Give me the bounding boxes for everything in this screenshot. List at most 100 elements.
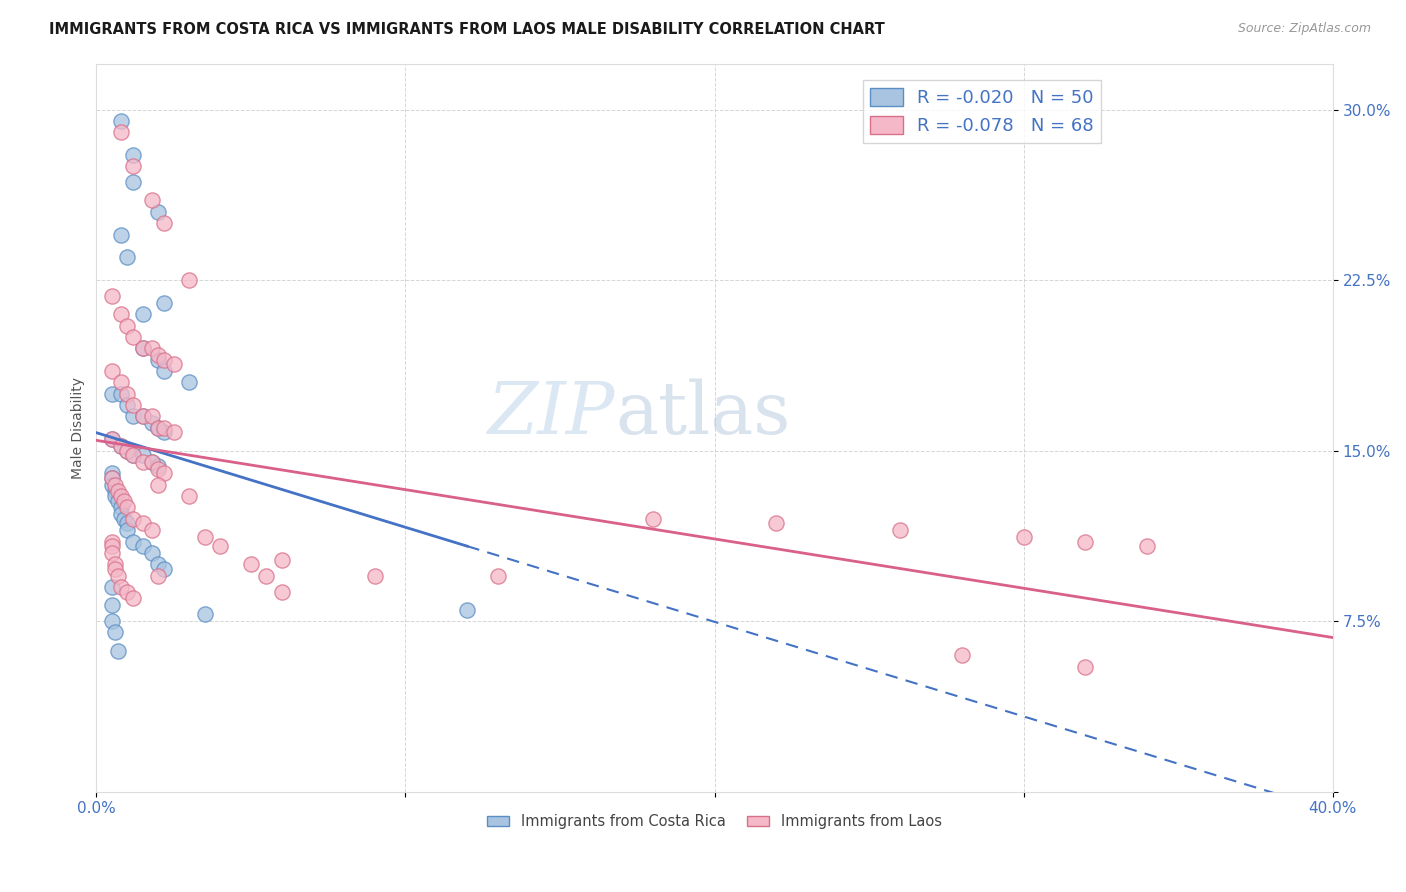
Point (122, 148, 145, 162)
Point (104, 477, 127, 491)
Point (107, 643, 129, 657)
Point (101, 467, 124, 481)
Point (132, 539, 155, 553)
Point (146, 459, 169, 474)
Point (950, 648, 973, 663)
Point (146, 352, 169, 367)
Point (101, 471, 124, 485)
Point (132, 448, 155, 462)
Text: Source: ZipAtlas.com: Source: ZipAtlas.com (1237, 22, 1371, 36)
Point (117, 584, 139, 599)
Point (132, 341, 155, 355)
Point (177, 489, 200, 503)
Point (162, 357, 184, 371)
Point (153, 364, 176, 378)
Point (117, 500, 139, 515)
Point (101, 289, 124, 303)
Point (765, 516, 787, 531)
Point (153, 562, 176, 576)
Point (122, 512, 145, 526)
Point (101, 471, 124, 485)
Point (270, 584, 292, 599)
Point (132, 516, 155, 531)
Point (141, 523, 163, 537)
Point (110, 500, 132, 515)
Point (117, 250, 139, 264)
Point (122, 591, 145, 606)
Point (122, 398, 145, 412)
Point (254, 568, 277, 582)
Point (132, 307, 155, 321)
Point (101, 598, 124, 612)
Point (117, 443, 139, 458)
Point (146, 568, 169, 582)
Point (101, 386, 124, 401)
Point (141, 455, 163, 469)
Point (239, 558, 262, 572)
Point (141, 194, 163, 208)
Point (117, 523, 139, 537)
Point (146, 348, 169, 362)
Point (153, 421, 176, 435)
Point (1012, 530, 1035, 544)
Point (1136, 539, 1159, 553)
Point (177, 273, 200, 287)
Point (146, 421, 169, 435)
Point (104, 558, 127, 572)
Point (117, 516, 139, 531)
Point (101, 432, 124, 446)
Point (153, 467, 176, 481)
Point (141, 455, 163, 469)
Point (162, 425, 184, 440)
Point (208, 539, 231, 553)
Point (117, 386, 139, 401)
Point (141, 409, 163, 424)
Point (153, 295, 176, 310)
Point (146, 477, 169, 491)
Point (486, 568, 509, 582)
Point (132, 409, 155, 424)
Point (110, 376, 132, 390)
Text: IMMIGRANTS FROM COSTA RICA VS IMMIGRANTS FROM LAOS MALE DISABILITY CORRELATION C: IMMIGRANTS FROM COSTA RICA VS IMMIGRANTS… (49, 22, 884, 37)
Point (132, 409, 155, 424)
Point (110, 489, 132, 503)
Point (146, 421, 169, 435)
Point (107, 568, 129, 582)
Point (132, 455, 155, 469)
Point (117, 318, 139, 333)
Point (141, 341, 163, 355)
Point (101, 432, 124, 446)
Y-axis label: Male Disability: Male Disability (72, 376, 86, 479)
Point (110, 125, 132, 139)
Legend: Immigrants from Costa Rica, Immigrants from Laos: Immigrants from Costa Rica, Immigrants f… (481, 808, 948, 835)
Point (101, 534, 124, 549)
Point (104, 489, 127, 503)
Point (110, 507, 132, 521)
Point (1074, 659, 1097, 673)
Point (110, 114, 132, 128)
Point (104, 625, 127, 640)
Point (193, 607, 215, 622)
Point (641, 512, 664, 526)
Point (104, 484, 127, 499)
Point (112, 493, 135, 508)
Text: atlas: atlas (616, 378, 792, 449)
Point (101, 364, 124, 378)
Point (132, 341, 155, 355)
Point (117, 398, 139, 412)
Point (117, 443, 139, 458)
Point (122, 330, 145, 344)
Point (122, 448, 145, 462)
Point (110, 580, 132, 594)
Point (101, 546, 124, 560)
Point (110, 439, 132, 453)
Text: ZIP: ZIP (488, 378, 616, 449)
Point (107, 484, 129, 499)
Point (110, 227, 132, 242)
Point (270, 552, 292, 566)
Point (110, 386, 132, 401)
Point (104, 562, 127, 576)
Point (363, 568, 385, 582)
Point (107, 493, 129, 508)
Point (146, 204, 169, 219)
